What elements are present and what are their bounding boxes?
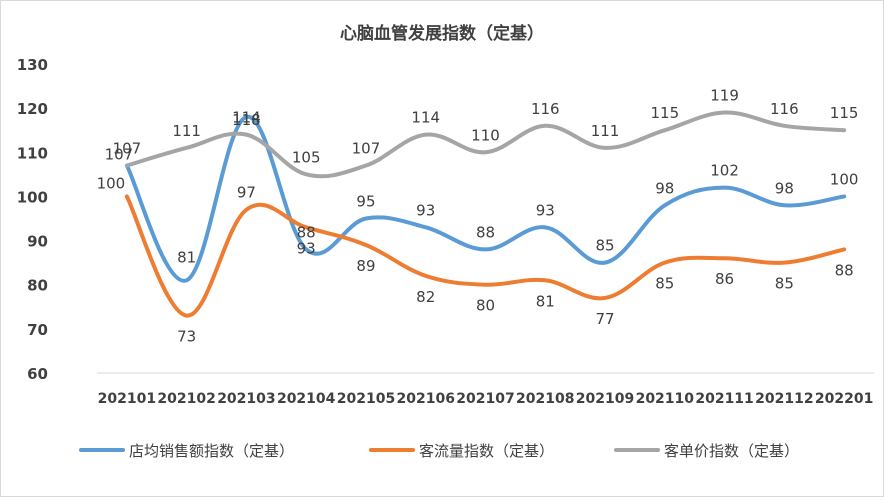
data-label: 77: [595, 310, 614, 328]
x-tick-label: 202101: [98, 391, 156, 407]
data-label: 88: [297, 223, 316, 241]
series-line: [124, 194, 847, 318]
data-label: 85: [595, 237, 614, 255]
data-label: 86: [715, 270, 734, 288]
y-axis: 60 70 80 90 100 110 120 130: [17, 56, 48, 383]
data-label: 102: [710, 162, 739, 180]
legend-label: 客单价指数（定基）: [664, 442, 799, 460]
data-label: 107: [105, 146, 134, 164]
data-label: 114: [411, 109, 440, 127]
x-axis: 202101 202102 202103 202104 202105 202106 2021…: [97, 372, 874, 407]
x-tick-label: 202102: [157, 391, 215, 407]
x-tick-label: 202103: [217, 391, 275, 407]
data-label: 89: [356, 257, 375, 275]
y-tick-label: 120: [17, 100, 48, 118]
data-label: 80: [476, 297, 495, 315]
x-tick-label: 202201: [815, 391, 873, 407]
data-label: 81: [177, 248, 196, 266]
x-tick-label: 202110: [636, 391, 695, 407]
x-tick-label: 202105: [337, 391, 395, 407]
x-tick-label: 202112: [755, 391, 813, 407]
x-tick-label: 202106: [397, 391, 455, 407]
x-tick-label: 202109: [576, 391, 634, 407]
x-tick-label: 202107: [456, 391, 514, 407]
y-tick-label: 110: [17, 144, 48, 162]
data-label: 97: [237, 184, 256, 202]
data-label: 115: [650, 104, 679, 122]
y-tick-label: 80: [27, 277, 48, 295]
chart-title: 心脑血管发展指数（定基）: [340, 23, 544, 44]
data-label: 95: [356, 193, 375, 211]
data-label: 73: [177, 328, 196, 346]
data-label: 93: [536, 201, 555, 219]
y-tick-label: 130: [17, 56, 48, 74]
data-label: 88: [835, 261, 854, 279]
data-label: 81: [536, 292, 555, 310]
data-label: 85: [655, 275, 674, 293]
x-tick-label: 202108: [516, 391, 574, 407]
data-label: 100: [97, 174, 126, 192]
data-label: 111: [172, 122, 201, 140]
series-line: [124, 114, 847, 283]
data-label: 98: [655, 179, 674, 197]
data-label: 85: [775, 275, 794, 293]
data-label: 88: [476, 223, 495, 241]
data-label: 118: [232, 111, 261, 129]
data-label: 110: [471, 126, 500, 144]
data-label: 107: [113, 140, 142, 158]
data-label: 98: [775, 179, 794, 197]
data-label: 114: [232, 109, 261, 127]
data-label: 116: [531, 100, 560, 118]
y-tick-label: 100: [17, 188, 48, 206]
legend-label: 店均销售额指数（定基）: [129, 442, 294, 460]
data-label: 116: [770, 100, 799, 118]
data-label: 115: [830, 104, 859, 122]
data-label: 119: [710, 87, 739, 105]
y-tick-label: 70: [27, 321, 48, 339]
y-tick-label: 90: [27, 233, 48, 251]
series-lines: [124, 110, 847, 318]
data-label: 107: [352, 140, 381, 158]
data-label: 93: [297, 239, 316, 257]
data-label: 105: [292, 148, 321, 166]
data-label: 100: [830, 170, 859, 188]
x-tick-label: 202111: [695, 391, 753, 407]
y-tick-label: 60: [27, 365, 48, 383]
x-tick-label: 202104: [277, 391, 336, 407]
series-line: [124, 110, 847, 179]
data-label: 111: [591, 122, 620, 140]
data-label: 82: [416, 288, 435, 306]
legend-label: 客流量指数（定基）: [419, 442, 554, 460]
legend: 店均销售额指数（定基） 客流量指数（定基） 客单价指数（定基）: [79, 442, 799, 460]
data-label: 93: [416, 201, 435, 219]
